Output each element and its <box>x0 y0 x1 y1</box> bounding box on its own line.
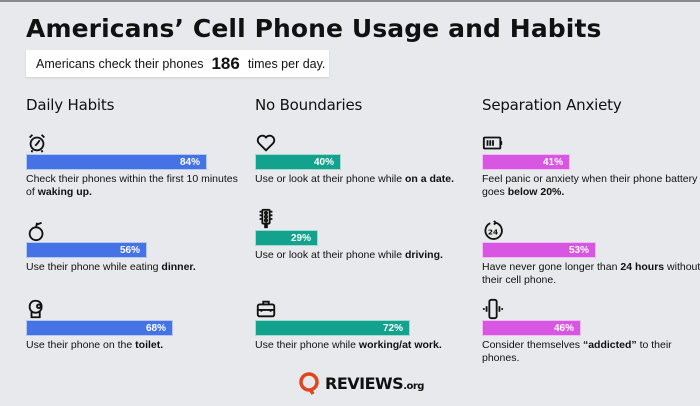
vibrating-phone-icon <box>482 298 504 320</box>
column-daily-habits: Daily Habits 84% Check their phones with… <box>26 96 246 351</box>
stat-bar: 46% <box>482 320 581 336</box>
stat-bar: 72% <box>255 320 410 336</box>
column-title: Daily Habits <box>26 96 115 114</box>
stat-description: Use their phone while eating dinner. <box>26 261 196 273</box>
svg-text:24: 24 <box>488 228 498 237</box>
24-hours-icon: 24 <box>484 220 503 240</box>
stat-prefix: Americans check their phones <box>36 56 204 71</box>
stat-item: 84% Check their phones within the first … <box>26 132 256 199</box>
top-border <box>0 0 700 2</box>
stat-item: 40% Use or look at their phone while on … <box>255 132 485 186</box>
briefcase-icon <box>256 300 276 318</box>
stat-description: Have never gone longer than 24 hours wit… <box>482 261 700 286</box>
toilet-paper-icon <box>28 299 43 319</box>
stat-bar: 68% <box>26 320 173 336</box>
stat-bar: 84% <box>26 154 207 170</box>
stat-description: Use their phone while working/at work. <box>255 339 442 351</box>
column-title: Separation Anxiety <box>482 96 622 114</box>
apple-icon <box>28 221 44 242</box>
stat-bar: 41% <box>482 154 570 170</box>
column-no-boundaries: No Boundaries 40% Use or look at their p… <box>255 96 475 351</box>
reviews-org-logo: REVIEWS.org <box>298 371 424 395</box>
stat-description: Use or look at their phone while driving… <box>255 249 443 261</box>
stat-item: 41% Feel panic or anxiety when their pho… <box>482 132 700 199</box>
stat-item: 24 53% Have never gone longer than 24 ho… <box>482 220 700 287</box>
stat-description: Consider themselves “addicted” to their … <box>482 339 672 364</box>
stat-description: Use their phone on the toilet. <box>26 339 164 351</box>
column-separation-anxiety: Separation Anxiety 41% Feel panic or anx… <box>482 96 700 364</box>
traffic-light-icon <box>259 208 273 229</box>
heart-icon <box>256 134 276 152</box>
q-logo-icon <box>299 372 319 395</box>
alarm-clock-icon <box>29 134 45 153</box>
headline-stat-box: Americans check their phones 186 times p… <box>26 50 329 77</box>
stat-description: Check their phones within the first 10 m… <box>26 173 238 198</box>
stat-description: Use or look at their phone while on a da… <box>255 173 455 185</box>
stat-item: 68% Use their phone on the toilet. <box>26 298 256 352</box>
stat-bar: 56% <box>26 242 147 258</box>
stat-item: 46% Consider themselves “addicted” to th… <box>482 298 700 365</box>
stat-suffix: times per day. <box>247 56 326 71</box>
battery-low-icon <box>482 136 503 150</box>
page-title: Americans’ Cell Phone Usage and Habits <box>26 14 602 43</box>
stat-bar: 40% <box>255 154 341 170</box>
stat-item: 56% Use their phone while eating dinner. <box>26 220 256 274</box>
stat-value: 186 <box>211 53 240 73</box>
stat-item: 72% Use their phone while working/at wor… <box>255 298 485 352</box>
stat-description: Feel panic or anxiety when their phone b… <box>482 173 698 198</box>
column-title: No Boundaries <box>255 96 363 114</box>
stat-item: 29% Use or look at their phone while dri… <box>255 208 485 262</box>
logo-word: REVIEWS.org <box>325 373 424 393</box>
stat-bar: 53% <box>482 242 596 258</box>
stat-bar: 29% <box>255 230 318 246</box>
